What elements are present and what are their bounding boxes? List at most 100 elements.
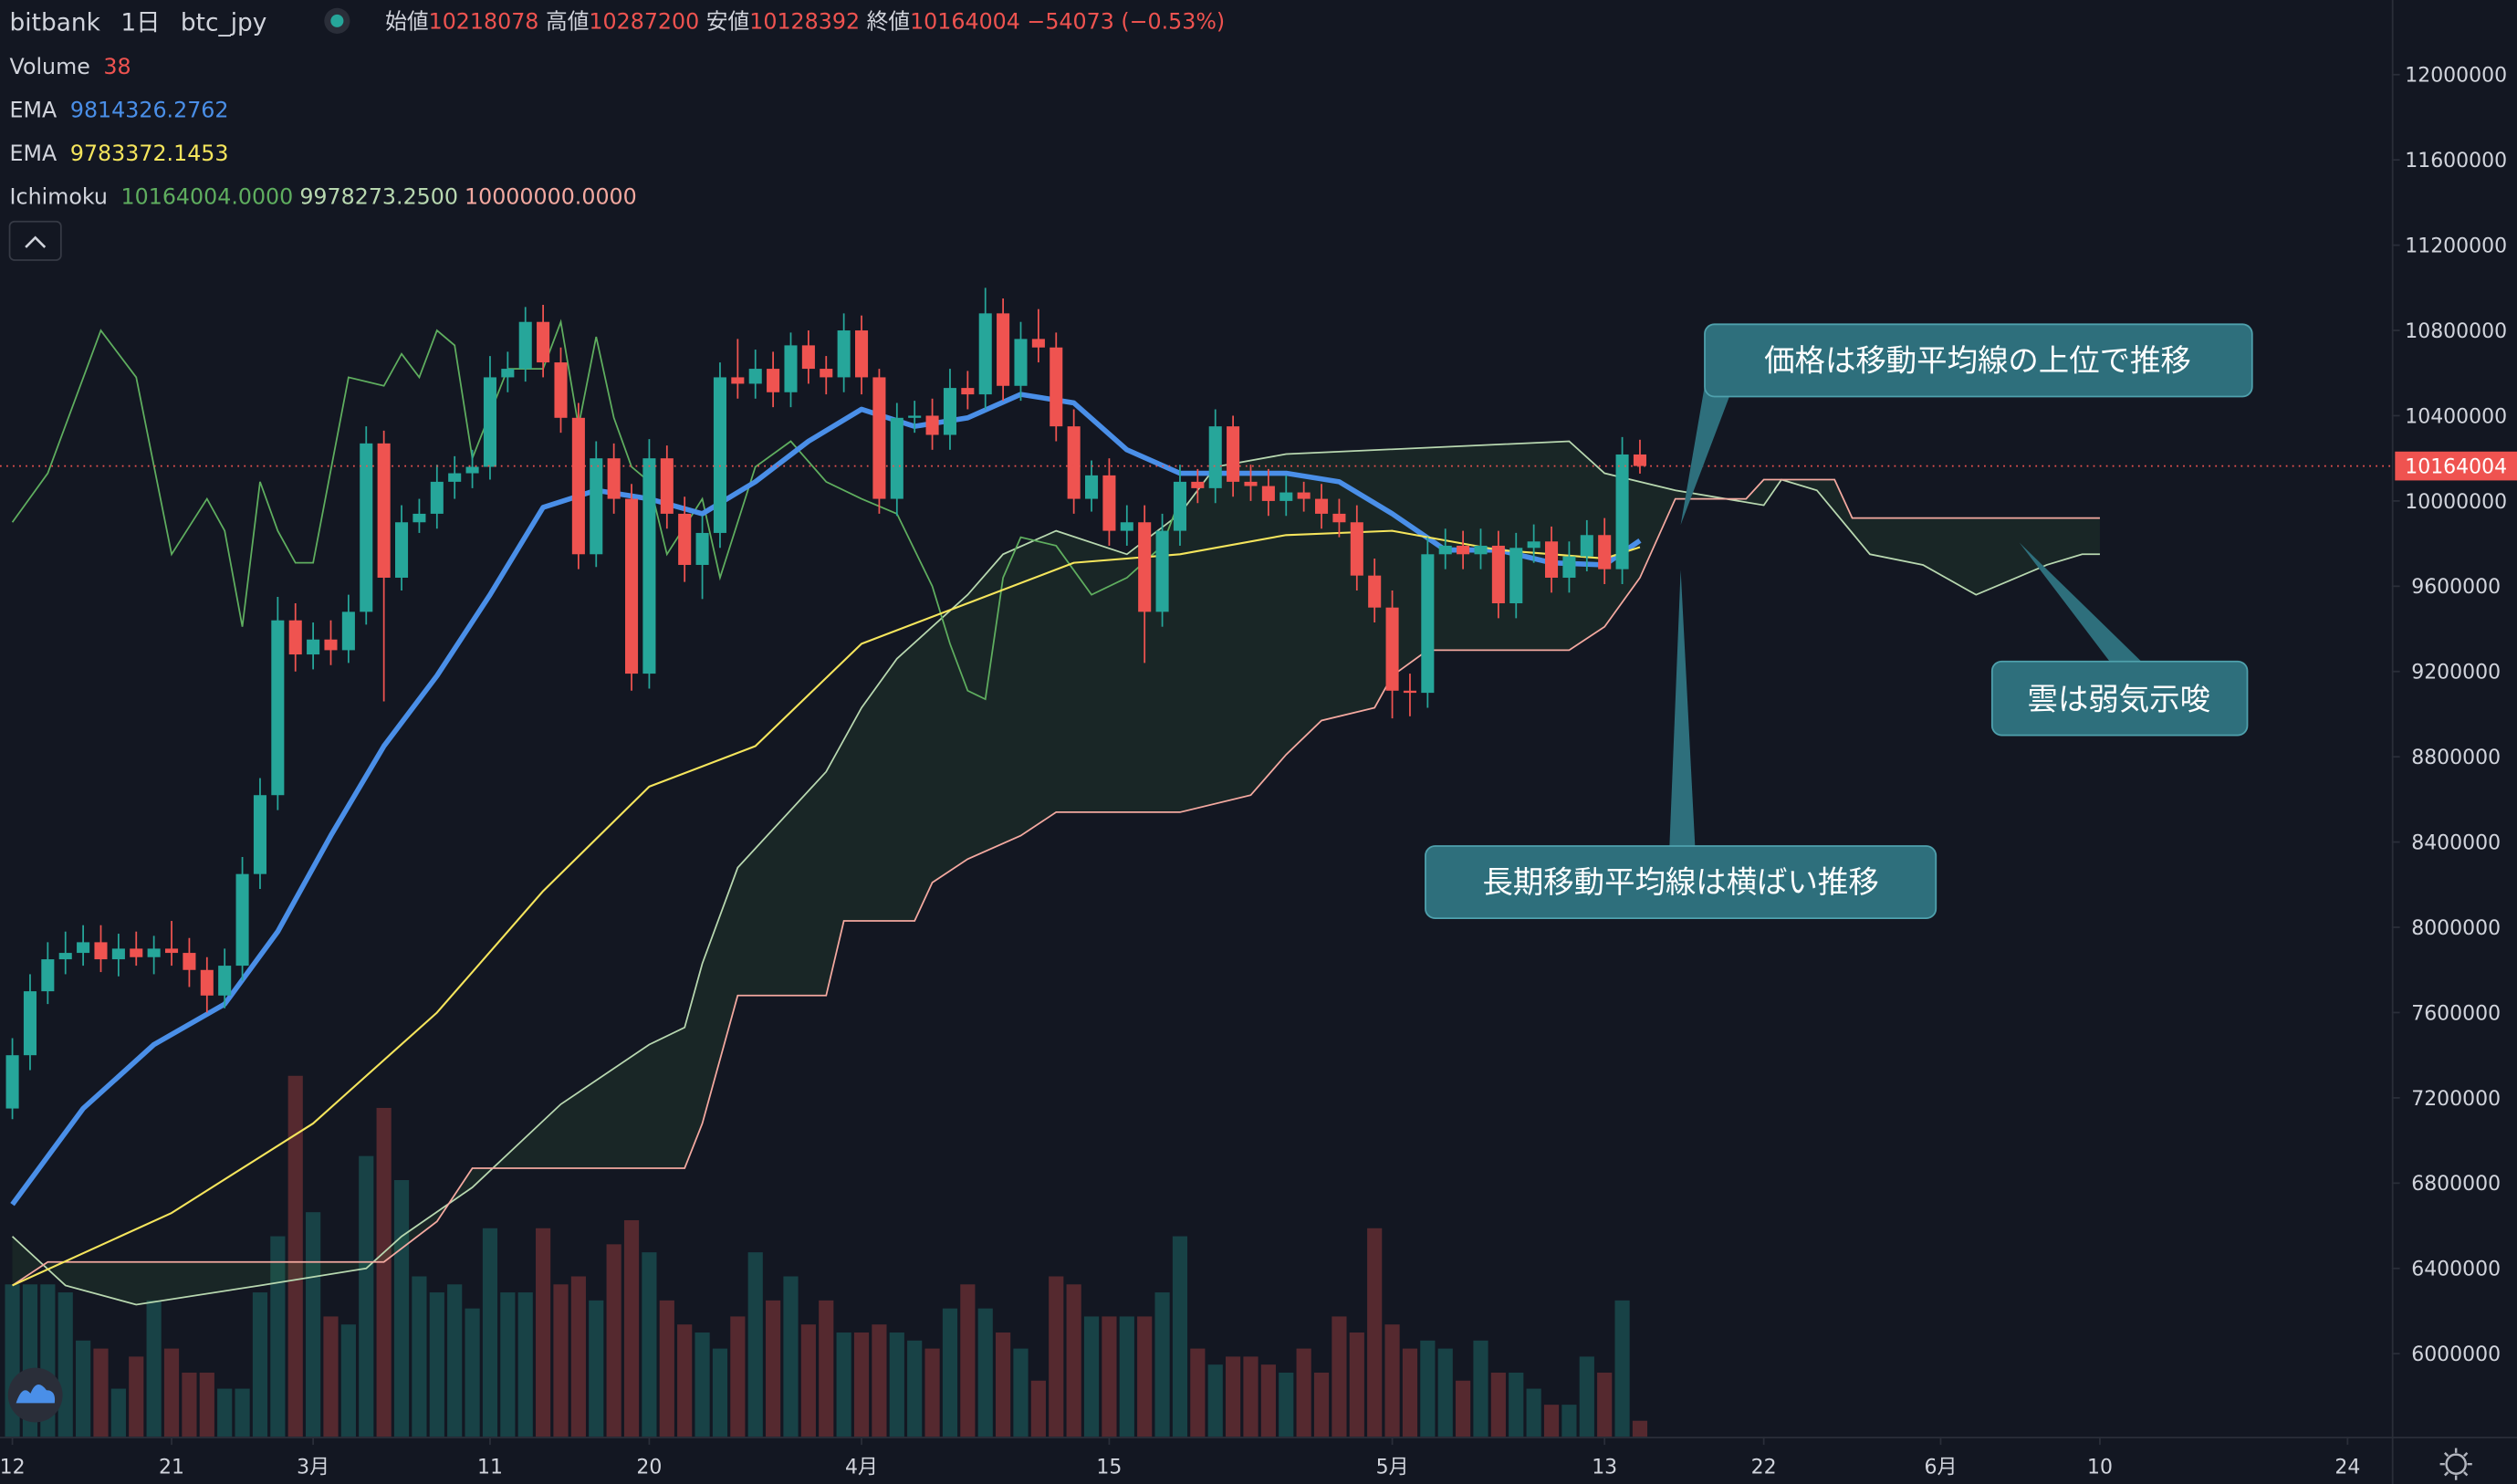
volume-bar [1066, 1284, 1081, 1437]
ichimoku-span-a [11, 440, 2100, 1306]
legend-name: EMA [10, 141, 57, 166]
candle-body [1297, 492, 1311, 499]
candle-body [837, 330, 851, 378]
ema-legend: EMA 9783372.1453 [10, 141, 229, 166]
volume-legend: Volume 38 [10, 54, 131, 79]
candle-body [767, 369, 780, 392]
volume-bar [252, 1292, 268, 1437]
ohlc-value: 10287200 [589, 9, 699, 35]
chevron-icon [25, 235, 47, 248]
volume-bar [1473, 1340, 1488, 1437]
legend-value: 9814326.2762 [70, 97, 229, 122]
candle-body [465, 466, 479, 474]
volume-bar [853, 1332, 870, 1437]
volume-bar [1226, 1356, 1241, 1437]
ohlc-label: 始値 [385, 9, 428, 35]
volume-bar [182, 1372, 197, 1437]
button-frame[interactable] [8, 220, 62, 261]
volume-bar [996, 1332, 1011, 1437]
symbol: btc_jpy [181, 9, 266, 37]
candle-body [1509, 548, 1523, 604]
candle-body [607, 458, 621, 499]
x-tick-label: 6月 [1925, 1457, 1958, 1479]
volume-bar [1296, 1348, 1311, 1437]
x-tick-label: 21 [159, 1457, 184, 1479]
ohlc-label: 安値 [706, 9, 749, 35]
volume-bar [730, 1316, 746, 1437]
candle-body [394, 522, 409, 578]
candle-body [147, 948, 161, 957]
candle-body [997, 313, 1010, 386]
legend-name: EMA [10, 97, 57, 122]
y-tick-label: 7200000 [2411, 1088, 2501, 1111]
annotation-text: 長期移動平均線は横ばい推移 [1482, 864, 1878, 900]
candle-body [784, 345, 798, 392]
candle-body [1421, 554, 1435, 694]
gear-teeth [2439, 1447, 2472, 1480]
collapse-button[interactable] [8, 220, 62, 261]
volume-bar [482, 1228, 498, 1437]
ichimoku-lagging [11, 319, 1181, 701]
volume-bar [1509, 1372, 1524, 1437]
annotation: 長期移動平均線は横ばい推移 [1425, 570, 1937, 920]
x-tick-label: 5月 [1376, 1457, 1409, 1479]
volume-bar [163, 1348, 180, 1437]
annotation-text: 価格は移動平均線の上位で推移 [1764, 342, 2191, 378]
volume-bar [1172, 1236, 1188, 1437]
candle-body [1208, 426, 1222, 488]
volume-bar [1543, 1405, 1560, 1437]
candle-body [820, 369, 833, 378]
volume-bar [110, 1388, 126, 1437]
interval: 1日 [120, 9, 160, 37]
change: −54073 (−0.53%) [1027, 9, 1225, 35]
candle-body [1350, 522, 1363, 576]
candle-body [624, 498, 639, 674]
volume-bar [1260, 1364, 1276, 1437]
candle-body [1067, 426, 1081, 499]
candle-body [678, 513, 692, 565]
candle-body [413, 513, 426, 523]
y-tick-label: 8800000 [2411, 747, 2501, 769]
volume-bar [942, 1308, 958, 1437]
volume-bar [872, 1324, 887, 1437]
annotation-text: 雲は弱気示唆 [2028, 681, 2210, 716]
candle-body [925, 415, 939, 435]
volume-bar [1119, 1316, 1134, 1437]
volume-bar [1332, 1316, 1347, 1437]
candle-body [324, 639, 338, 651]
x-tick-label: 15 [1096, 1457, 1122, 1479]
candle-body [218, 966, 232, 996]
candle-body [854, 330, 869, 378]
candle-body [360, 443, 373, 612]
x-tick-label: 24 [2334, 1457, 2360, 1479]
candle-body [58, 953, 72, 960]
volume-bar [1579, 1356, 1594, 1437]
legend-value: 38 [103, 54, 131, 79]
volume-bar [376, 1107, 392, 1437]
volume-bar [1561, 1405, 1577, 1437]
ohlc-label: 終値 [867, 9, 910, 35]
x-tick-label: 12 [0, 1457, 26, 1479]
candle-body [1261, 486, 1275, 501]
ohlc-label: 高値 [546, 9, 589, 35]
volume-bar [1243, 1356, 1258, 1437]
candle-body [1368, 575, 1382, 608]
volume-bar [553, 1284, 569, 1437]
volume-bar [695, 1332, 710, 1437]
candle-body [23, 991, 37, 1056]
x-tick-label: 3月 [297, 1457, 329, 1479]
volume-bar [712, 1348, 728, 1437]
ichimoku-legend: Ichimoku 10164004.0000 9978273.2500 100000… [10, 183, 637, 209]
y-tick-label: 11200000 [2405, 235, 2507, 258]
y-tick-label: 8000000 [2411, 917, 2501, 940]
candle-body [1173, 481, 1186, 531]
logo[interactable] [7, 1367, 63, 1423]
settings-button[interactable] [2439, 1447, 2472, 1480]
volume-bar [1013, 1348, 1029, 1437]
volume-bar [1367, 1228, 1383, 1437]
volume-bar [270, 1236, 286, 1437]
y-tick-label: 9600000 [2411, 576, 2501, 599]
candle-body [94, 942, 108, 960]
gear-icon[interactable] [2445, 1453, 2467, 1475]
candle-body [1227, 426, 1240, 482]
